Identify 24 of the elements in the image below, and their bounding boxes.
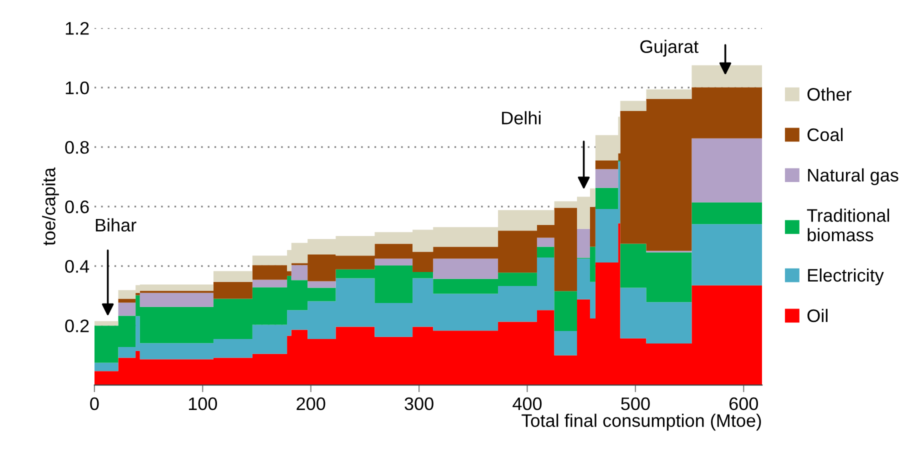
y-tick-label: 0.2 (65, 320, 89, 332)
x-tick-label: 500 (621, 397, 650, 410)
legend-label: Natural gas (808, 168, 898, 186)
x-tick-label: 600 (729, 397, 758, 410)
x-axis-title: Total final consumption (Mtoe) (522, 414, 761, 431)
legend-label: Electricity (808, 268, 884, 286)
legend-label: Oil (807, 308, 828, 322)
legend-label: Traditional biomass (807, 208, 890, 242)
y-tick-label: 0.6 (65, 200, 89, 214)
y-tick-label: 1.2 (66, 22, 89, 35)
x-tick-label: 300 (404, 397, 434, 410)
x-tick-label: 400 (512, 397, 542, 410)
annotation: Delhi (502, 111, 541, 124)
x-tick-label: 100 (188, 397, 218, 410)
y-axis-title: toe/capita (42, 167, 59, 246)
annotation: Bihar (96, 218, 136, 232)
legend-label: Other (807, 88, 852, 101)
y-tick-label: 0.4 (65, 260, 90, 273)
y-tick-label: 0.8 (65, 140, 89, 154)
legend-label: Coal (808, 128, 843, 142)
annotation: Gujarat (640, 40, 698, 57)
x-tick-label: 0 (90, 397, 99, 410)
x-tick-label: 200 (296, 397, 326, 410)
y-tick-label: 1.0 (66, 81, 89, 94)
